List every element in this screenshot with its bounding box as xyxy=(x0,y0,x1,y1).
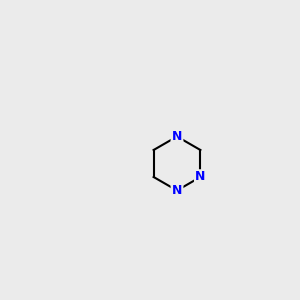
Text: N: N xyxy=(172,130,182,143)
Text: N: N xyxy=(172,184,182,197)
Text: N: N xyxy=(195,170,206,184)
